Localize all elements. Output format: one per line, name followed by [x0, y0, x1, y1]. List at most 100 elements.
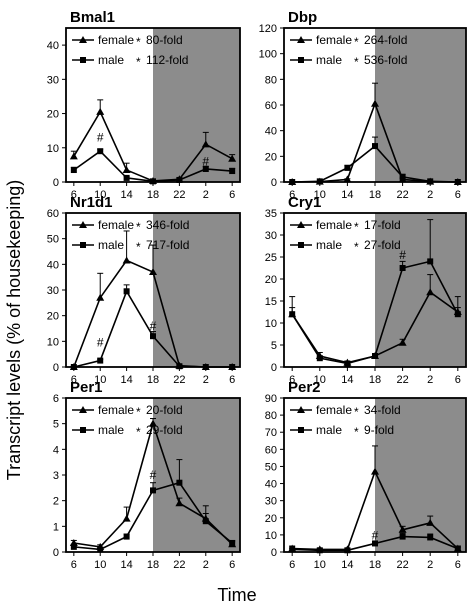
panel-title: Cry1: [288, 194, 321, 211]
data-point-male: [202, 165, 209, 172]
legend-asterisk: *: [354, 425, 359, 439]
y-tick-label: 90: [265, 393, 277, 405]
legend-label: female: [98, 218, 134, 232]
x-tick-label: 22: [173, 374, 185, 386]
data-point-male: [427, 258, 434, 265]
y-axis-label-svg: Transcript levels (% of housekeeping): [4, 180, 24, 480]
data-point-female: [69, 152, 78, 160]
y-tick-label: 25: [265, 252, 277, 264]
y-tick-label: 20: [265, 274, 277, 286]
legend-label: male: [316, 53, 342, 67]
y-tick-label: 20: [47, 109, 59, 121]
legend-marker: [297, 36, 305, 43]
panel-title: Per2: [288, 379, 321, 396]
legend-fold-change: 34-fold: [364, 403, 401, 417]
legend-fold-change: 717-fold: [146, 238, 189, 252]
data-point-female: [201, 140, 210, 148]
x-tick-label: 22: [396, 189, 408, 201]
data-point-male: [316, 547, 323, 554]
data-point-male: [372, 143, 378, 150]
x-tick-label: 10: [94, 559, 106, 571]
data-point-male: [202, 518, 209, 525]
y-tick-label: 0: [271, 547, 277, 559]
y-tick-label: 20: [47, 311, 59, 323]
x-tick-label: 10: [314, 189, 326, 201]
legend-marker: [298, 57, 304, 63]
x-tick-label: 14: [341, 559, 353, 571]
y-tick-label: 2: [53, 496, 59, 508]
legend-asterisk: *: [354, 220, 359, 234]
x-tick-label: 22: [173, 189, 185, 201]
data-point-male: [229, 168, 236, 175]
legend-asterisk: *: [136, 425, 141, 439]
legend-asterisk: *: [354, 240, 359, 254]
data-point-female: [398, 338, 407, 346]
x-tick-label: 18: [147, 189, 159, 201]
legend-asterisk: *: [136, 55, 141, 69]
y-tick-label: 1: [53, 521, 59, 533]
legend-label: female: [316, 33, 352, 47]
significance-mark: #: [97, 131, 104, 145]
x-tick-label: 2: [427, 374, 433, 386]
y-tick-label: 15: [265, 296, 277, 308]
y-tick-label: 40: [47, 40, 59, 52]
x-tick-label: 18: [147, 374, 159, 386]
x-tick-label: 14: [120, 559, 132, 571]
y-tick-label: 40: [47, 259, 59, 271]
panel-title: Dbp: [288, 9, 317, 26]
y-tick-label: 50: [47, 234, 59, 246]
x-tick-label: 2: [427, 189, 433, 201]
data-point-male: [454, 545, 461, 552]
data-point-male: [123, 533, 130, 540]
data-point-female: [122, 166, 131, 174]
data-point-male: [202, 364, 209, 370]
legend-marker: [79, 406, 87, 413]
x-tick-label: 22: [173, 559, 185, 571]
legend-asterisk: *: [136, 240, 141, 254]
legend-marker: [298, 427, 304, 433]
legend-asterisk: *: [354, 405, 359, 419]
y-tick-label: 10: [47, 143, 59, 155]
data-point-male: [399, 265, 406, 271]
y-tick-label: 100: [259, 49, 277, 61]
x-tick-label: 18: [147, 559, 159, 571]
data-point-female: [175, 499, 184, 507]
data-point-male: [289, 546, 296, 553]
data-point-female: [343, 175, 352, 183]
x-tick-label: 14: [120, 189, 132, 201]
y-tick-label: 60: [47, 208, 59, 220]
data-point-female: [122, 514, 131, 522]
y-tick-label: 60: [265, 100, 277, 112]
legend-fold-change: 346-fold: [146, 218, 189, 232]
dark-phase-band: [153, 398, 240, 552]
data-point-male: [372, 353, 378, 359]
data-point-male: [427, 178, 434, 185]
y-tick-label: 0: [271, 362, 277, 374]
data-point-male: [289, 179, 296, 185]
x-tick-label: 22: [396, 374, 408, 386]
y-tick-label: 6: [53, 393, 59, 405]
x-tick-label: 14: [341, 189, 353, 201]
data-point-female: [426, 288, 435, 296]
data-point-female: [96, 293, 105, 301]
x-tick-label: 6: [229, 374, 235, 386]
x-tick-label: 6: [289, 189, 295, 201]
data-point-female: [398, 525, 407, 533]
data-point-male: [176, 479, 183, 486]
x-tick-label: 2: [203, 374, 209, 386]
y-tick-label: 10: [265, 530, 277, 542]
y-tick-label: 5: [53, 419, 59, 431]
y-tick-label: 30: [47, 74, 59, 86]
x-tick-label: 6: [455, 374, 461, 386]
data-point-male: [150, 487, 156, 494]
y-tick-label: 120: [259, 23, 277, 35]
data-point-female: [149, 419, 157, 427]
legend-label: male: [98, 53, 124, 67]
panel-title: Bmal1: [70, 9, 115, 26]
data-point-male: [70, 167, 77, 174]
y-tick-label: 3: [53, 470, 59, 482]
data-point-male: [454, 311, 461, 318]
